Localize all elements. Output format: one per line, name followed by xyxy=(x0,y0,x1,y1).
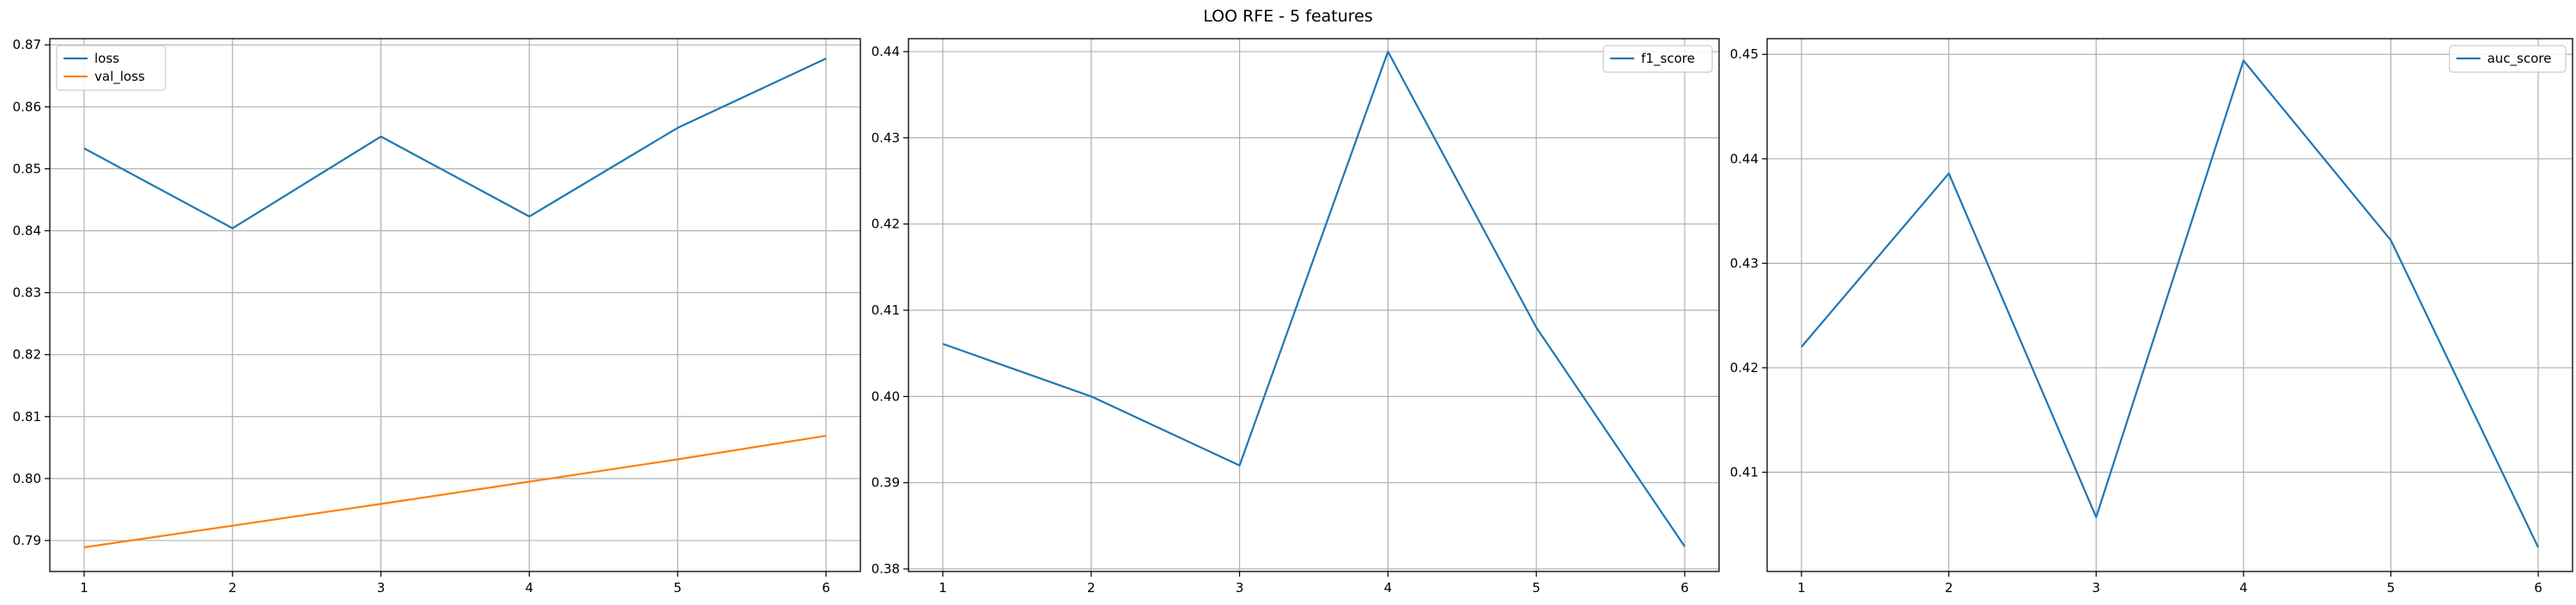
y-tick-label: 0.42 xyxy=(1730,360,1759,376)
series-line-f1_score xyxy=(942,50,1686,547)
x-tick-label: 4 xyxy=(526,580,534,596)
x-tick-label: 6 xyxy=(822,580,830,596)
y-tick-label: 0.82 xyxy=(13,347,41,363)
subplot-1: 1 2 3 4 5 6 0.79 0.80 0.81 0.82 0.83 0.84 0.85 0.86 0.… xyxy=(13,37,861,596)
x-tick-label: 4 xyxy=(2239,580,2248,596)
legend: loss val_loss xyxy=(56,45,167,91)
legend-box xyxy=(2449,45,2567,73)
axes-frame xyxy=(908,38,1720,572)
x-tick-label: 2 xyxy=(228,580,237,596)
y-tick-label: 0.86 xyxy=(13,99,41,114)
y-tick-label: 0.43 xyxy=(1730,255,1759,271)
x-tick-label: 5 xyxy=(673,580,682,596)
legend: auc_score xyxy=(2449,45,2567,73)
legend-box xyxy=(1602,45,1713,73)
y-tick-label: 0.79 xyxy=(13,533,41,548)
x-tick-label: 3 xyxy=(2092,580,2100,596)
legend-label-auc_score: auc_score xyxy=(2488,51,2552,67)
legend-box xyxy=(56,45,167,91)
subplot-3: 1 2 3 4 5 6 0.41 0.42 0.43 0.44 0.45 auc_score xyxy=(1730,38,2573,596)
legend: f1_score xyxy=(1602,45,1713,73)
y-tick-label: 0.43 xyxy=(872,130,900,145)
legend-label-loss: loss xyxy=(94,51,119,66)
axes-frame xyxy=(49,38,861,572)
y-tick-label: 0.42 xyxy=(872,217,900,232)
y-tick-label: 0.80 xyxy=(13,471,41,486)
y-tick-label: 0.83 xyxy=(13,285,41,301)
y-tick-label: 0.40 xyxy=(872,388,900,404)
y-tick-label: 0.39 xyxy=(872,475,900,491)
y-tick-label: 0.84 xyxy=(13,223,41,238)
y-tick-label: 0.38 xyxy=(872,561,900,577)
y-tick-label: 0.44 xyxy=(872,44,900,59)
x-tick-label: 2 xyxy=(1945,580,1953,596)
x-tick-label: 6 xyxy=(2534,580,2543,596)
y-tick-label: 0.45 xyxy=(1730,46,1759,62)
y-tick-label: 0.41 xyxy=(872,302,900,318)
y-tick-label: 0.85 xyxy=(13,161,41,176)
legend-label-val_loss: val_loss xyxy=(94,69,145,85)
subplot-2: 1 2 3 4 5 6 0.38 0.39 0.40 0.41 0.42 0.43 0.44 f1_sco… xyxy=(872,38,1720,596)
series-line-auc_score xyxy=(1801,59,2539,548)
y-tick-label: 0.41 xyxy=(1730,465,1759,480)
x-tick-label: 5 xyxy=(2387,580,2396,596)
x-tick-label: 4 xyxy=(1384,580,1393,596)
y-tick-label: 0.44 xyxy=(1730,151,1759,167)
figure-title: LOO RFE - 5 features xyxy=(1203,7,1373,26)
x-tick-label: 5 xyxy=(1532,580,1540,596)
x-tick-label: 2 xyxy=(1087,580,1096,596)
x-tick-label: 1 xyxy=(939,580,947,596)
y-tick-label: 0.87 xyxy=(13,37,41,52)
axes-frame xyxy=(1766,38,2573,572)
y-tick-label: 0.81 xyxy=(13,409,41,425)
x-tick-label: 3 xyxy=(1236,580,1244,596)
legend-label-f1_score: f1_score xyxy=(1641,51,1695,67)
x-tick-label: 3 xyxy=(377,580,386,596)
x-tick-label: 1 xyxy=(80,580,88,596)
series-line-val_loss xyxy=(83,435,827,548)
series-line-loss xyxy=(83,58,827,229)
x-tick-label: 1 xyxy=(1797,580,1806,596)
x-tick-label: 6 xyxy=(1680,580,1689,596)
